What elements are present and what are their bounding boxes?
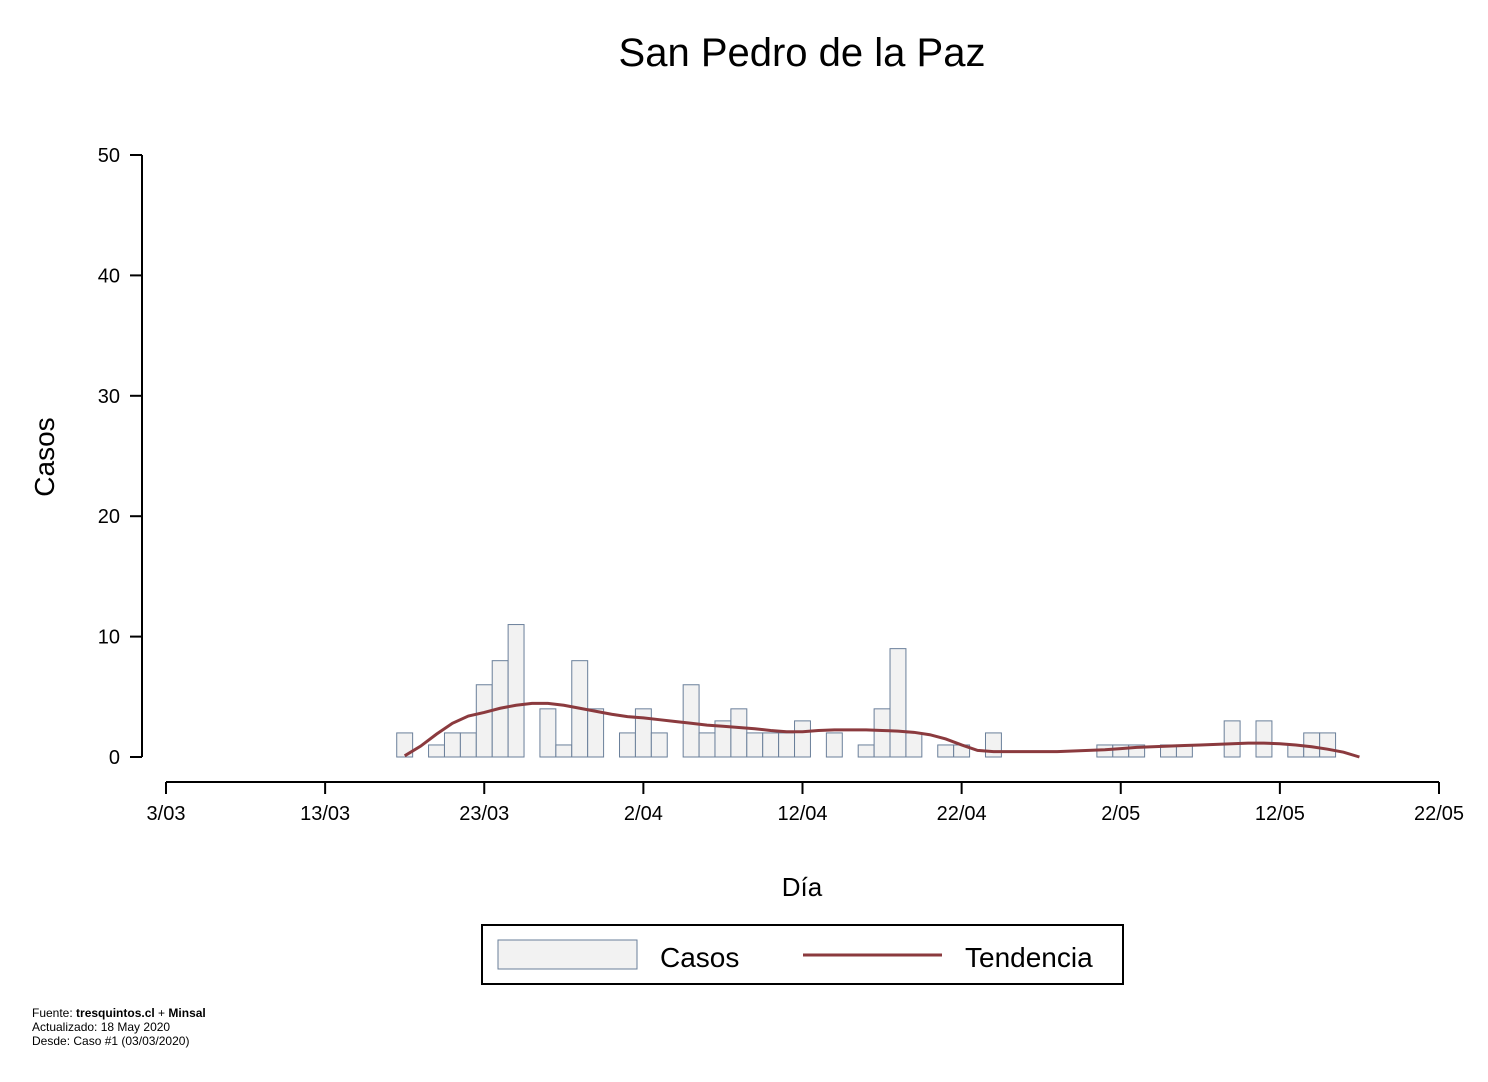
bar [1223, 720, 1241, 758]
bar [746, 732, 764, 758]
bar [443, 732, 461, 758]
bar [937, 744, 955, 758]
since-line: Desde: Caso #1 (03/03/2020) [32, 1034, 190, 1048]
x-axis-label: Día [782, 872, 823, 902]
x-tick-label: 2/04 [624, 803, 663, 825]
bar [889, 648, 907, 758]
y-axis-label: Casos [29, 417, 60, 496]
bar [539, 708, 557, 758]
bar [762, 732, 780, 758]
legend: Casos Tendencia [481, 924, 1124, 985]
bar [857, 744, 875, 758]
source-minsal: Minsal [168, 1006, 206, 1020]
trend-line-tendencia [403, 701, 1360, 759]
bar [730, 708, 748, 758]
chart-title: San Pedro de la Paz [619, 31, 986, 75]
y-tick-label: 20 [98, 506, 120, 528]
legend-label-tendencia: Tendencia [965, 942, 1093, 973]
bar [507, 624, 525, 758]
bar [794, 720, 811, 758]
bar [1319, 732, 1337, 758]
x-tick-label: 12/04 [777, 803, 827, 825]
bar [396, 732, 414, 758]
y-tick-label: 40 [98, 265, 120, 287]
legend-label-casos: Casos [660, 942, 739, 973]
source-prefix: Fuente: [32, 1006, 77, 1020]
y-axis: 0 10 20 30 40 50 [98, 145, 143, 769]
y-tick-label: 10 [98, 627, 120, 649]
x-axis: 3/03 13/03 23/03 2/04 12/04 22/04 2/05 12/05 22/… [147, 781, 1464, 825]
bar [475, 684, 493, 758]
updated-line: Actualizado: 18 May 2020 [32, 1020, 171, 1034]
y-tick-label: 0 [109, 747, 120, 769]
bar [428, 744, 445, 758]
bar [1255, 720, 1273, 758]
source-plus: + [154, 1006, 169, 1020]
legend-swatch-casos [497, 939, 638, 970]
bar [555, 744, 573, 758]
y-tick-label: 30 [98, 386, 120, 408]
bar [682, 684, 700, 758]
x-tick-label: 23/03 [459, 803, 509, 825]
x-tick-label: 22/04 [937, 803, 987, 825]
x-tick-label: 3/03 [147, 803, 186, 825]
bar [873, 708, 891, 758]
source-tresquintos: tresquintos.cl [76, 1006, 155, 1020]
x-tick-label: 13/03 [300, 803, 350, 825]
x-tick-label: 22/05 [1414, 803, 1464, 825]
y-tick-label: 50 [98, 145, 120, 167]
bar [905, 732, 923, 758]
bar [619, 732, 636, 758]
bar [650, 732, 668, 758]
x-tick-label: 2/05 [1101, 803, 1140, 825]
bar [459, 732, 477, 758]
bar [984, 732, 1002, 758]
x-tick-label: 12/05 [1255, 803, 1305, 825]
bar [825, 732, 843, 758]
source-line: Fuente: tresquintos.cl + Minsal [32, 1006, 206, 1020]
bar [698, 732, 716, 758]
bar-series-casos [396, 624, 1337, 758]
bar [587, 708, 605, 758]
source-footer: Fuente: tresquintos.cl + Minsal Actualiz… [32, 1006, 206, 1048]
bar [778, 732, 796, 758]
